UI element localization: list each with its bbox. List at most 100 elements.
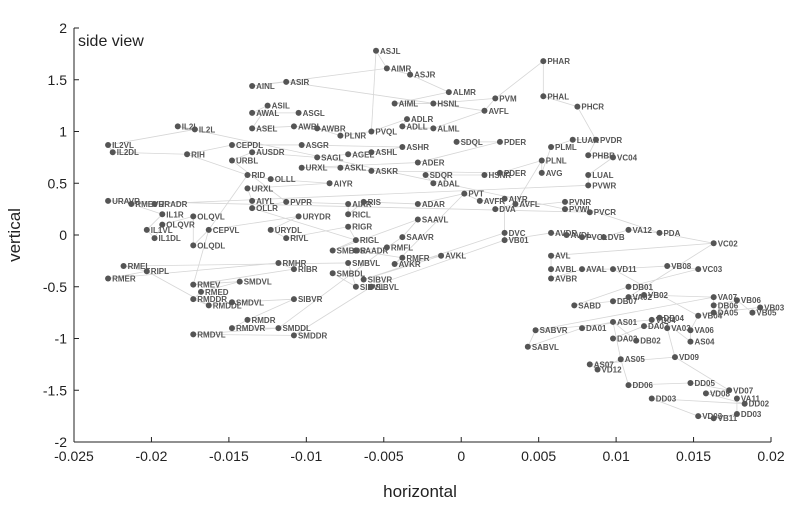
data-point-118: SIBVL — [368, 283, 399, 292]
point-marker — [314, 125, 321, 132]
point-label: RMDVR — [236, 324, 266, 333]
point-marker — [538, 157, 545, 164]
point-label: RMDDL — [213, 301, 242, 310]
point-marker — [524, 343, 531, 350]
data-point-164: DD06 — [625, 381, 654, 390]
point-label: PVNR — [569, 198, 591, 207]
point-marker — [548, 275, 555, 282]
point-label: AIYR — [509, 195, 528, 204]
data-point-119: SIBVR — [360, 276, 392, 285]
point-label: PHCR — [581, 103, 604, 112]
point-marker — [592, 136, 599, 143]
point-label: DD03 — [741, 410, 762, 419]
point-marker — [329, 247, 336, 254]
edge-line — [628, 242, 714, 298]
edge-line — [495, 60, 544, 99]
edge-line — [193, 281, 240, 286]
point-marker — [710, 240, 717, 247]
point-marker — [190, 296, 197, 303]
point-label: DD06 — [633, 381, 654, 390]
point-label: VC04 — [617, 153, 638, 162]
point-label: RMER — [112, 274, 136, 283]
point-label: PDER — [504, 169, 526, 178]
point-label: RIGR — [352, 223, 372, 232]
edge-line — [355, 250, 403, 259]
chart-title: side view — [78, 33, 144, 50]
data-point-163: AS05 — [617, 355, 645, 364]
point-marker — [236, 278, 243, 285]
point-label: PDA — [663, 229, 680, 238]
point-label: DA01 — [586, 324, 607, 333]
data-point-146: DA05 — [710, 309, 739, 318]
edge-line — [587, 157, 614, 176]
data-point-154: DA01 — [579, 324, 607, 333]
point-label: RMFL — [391, 243, 413, 252]
point-marker — [414, 159, 421, 166]
data-point-65: RIS — [360, 198, 382, 207]
x-tick-label: 0.01 — [602, 448, 629, 464]
point-marker — [267, 176, 274, 183]
edge-line — [527, 330, 536, 347]
edge-line — [667, 265, 699, 270]
point-marker — [664, 263, 671, 270]
data-point-128: VC02 — [710, 239, 739, 248]
edge-line — [286, 226, 349, 239]
edge-line — [666, 328, 676, 358]
data-point-66: ADAR — [414, 200, 445, 209]
edge-line — [515, 160, 543, 205]
point-label: SDQR — [430, 171, 453, 180]
point-marker — [585, 171, 592, 178]
point-marker — [445, 89, 452, 96]
point-label: AS04 — [694, 338, 715, 347]
edge-line — [231, 298, 294, 303]
point-marker — [368, 128, 375, 135]
data-point-149: AS04 — [687, 338, 715, 347]
x-tick-label: 0.02 — [757, 448, 784, 464]
point-marker — [184, 151, 191, 158]
point-label: PVM — [499, 94, 517, 103]
point-marker — [476, 197, 483, 204]
point-marker — [109, 149, 116, 156]
data-point-68: AVFR — [476, 197, 505, 206]
point-marker — [159, 211, 166, 218]
point-marker — [407, 71, 414, 78]
point-marker — [249, 205, 256, 212]
edge-line — [588, 154, 614, 158]
point-marker — [198, 288, 205, 295]
point-label: AIML — [399, 100, 419, 109]
point-label: URXL — [251, 184, 273, 193]
data-point-136: DB01 — [625, 283, 654, 292]
edge-line — [581, 321, 614, 329]
data-point-159: VA03 — [664, 324, 691, 333]
edge-line — [705, 392, 745, 405]
point-marker — [399, 234, 406, 241]
point-marker — [295, 109, 302, 116]
point-marker — [391, 260, 398, 267]
point-marker — [687, 327, 694, 334]
data-point-50: VC04 — [610, 153, 638, 162]
point-label: PVCL — [586, 233, 607, 242]
point-marker — [687, 380, 694, 387]
point-label: AUSDR — [256, 148, 285, 157]
point-marker — [249, 82, 256, 89]
edge-line — [736, 299, 753, 313]
point-marker — [586, 209, 593, 216]
point-label: IL1DL — [159, 234, 181, 243]
point-label: VC02 — [718, 239, 739, 248]
point-marker — [610, 298, 617, 305]
data-point-27: IL2DL — [109, 148, 139, 157]
data-point-46: PLML — [548, 143, 577, 152]
point-marker — [295, 213, 302, 220]
point-marker — [190, 281, 197, 288]
data-point-15: ASGL — [295, 109, 325, 118]
point-label: RIPL — [151, 267, 169, 276]
point-marker — [314, 154, 321, 161]
edge-line — [332, 219, 418, 251]
point-label: AS01 — [617, 318, 638, 327]
point-label: URYDR — [303, 212, 331, 221]
point-label: ASGL — [303, 109, 325, 118]
point-marker — [571, 302, 578, 309]
point-marker — [548, 229, 555, 236]
data-point-9: AIML — [391, 100, 419, 109]
